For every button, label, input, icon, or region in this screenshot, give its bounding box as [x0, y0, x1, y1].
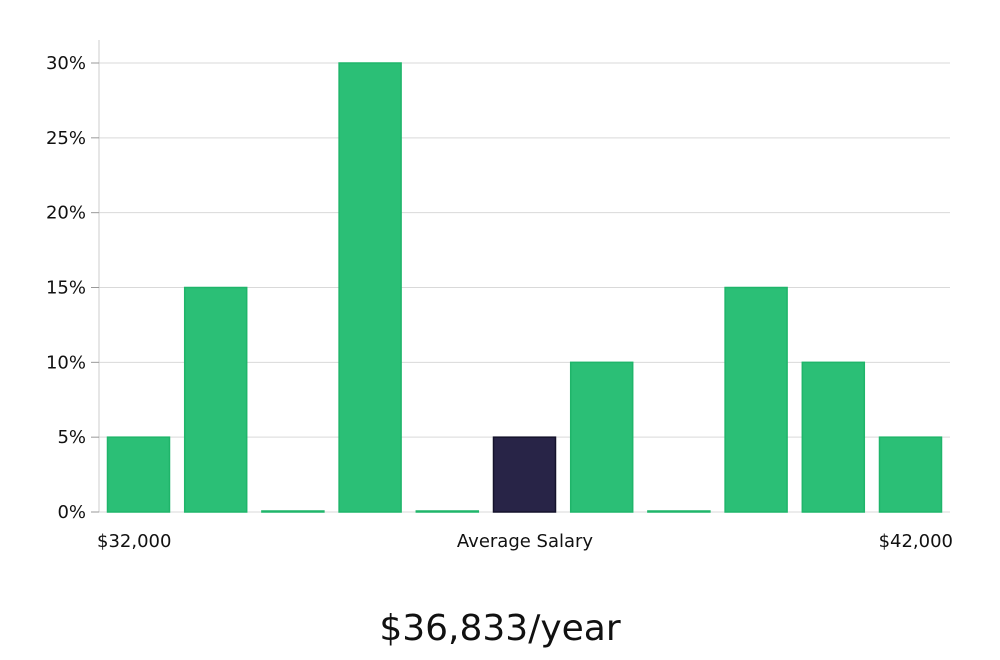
x-center-label: Average Salary	[457, 531, 594, 552]
bar	[106, 436, 171, 513]
bar	[415, 510, 480, 513]
bar	[338, 62, 402, 513]
y-tick-label: 25%	[46, 128, 86, 149]
bar	[261, 510, 325, 513]
y-tick-label: 20%	[46, 203, 86, 224]
x-right-label: $42,000	[879, 531, 953, 552]
bar	[801, 361, 866, 513]
bar-highlighted	[492, 436, 557, 513]
y-tick-label: 10%	[46, 352, 86, 373]
salary-histogram: 0% 5% 10% 15% 20% 25% 30% $32,000 Average Sala…	[46, 40, 953, 552]
bar	[724, 286, 788, 513]
y-tick-label: 30%	[46, 53, 86, 74]
bar	[569, 361, 634, 513]
bar	[878, 436, 943, 513]
y-ticks: 0% 5% 10% 15% 20% 25% 30%	[46, 53, 99, 523]
y-tick-label: 5%	[57, 427, 86, 448]
y-tick-label: 0%	[57, 502, 86, 523]
bars	[106, 62, 943, 513]
y-tick-label: 15%	[46, 278, 86, 299]
bar	[183, 286, 248, 513]
bar	[647, 510, 711, 513]
average-salary-summary: $36,833/year	[379, 608, 621, 649]
x-left-label: $32,000	[97, 531, 171, 552]
